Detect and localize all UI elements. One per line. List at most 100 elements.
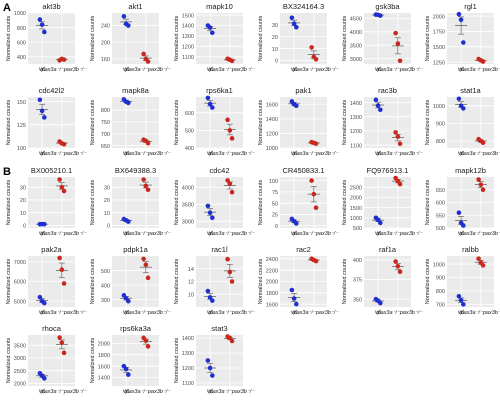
wt-point — [210, 105, 215, 110]
mutant-point — [397, 141, 403, 147]
y-tick-label: 25 — [272, 213, 278, 219]
x-tick-label-wt: wt — [206, 310, 213, 316]
x-tick-label-wt: wt — [122, 67, 129, 73]
wt-point — [42, 29, 47, 35]
y-tick-label: 500 — [185, 129, 194, 135]
wt-point — [39, 22, 45, 27]
mutant-point — [397, 269, 403, 274]
y-axis-label: Normalized counts — [90, 179, 96, 225]
x-tick-label-mutant: pax3a⁻/⁻pax3b⁻/⁻ — [293, 231, 340, 237]
wt-point — [294, 24, 299, 30]
wt-point — [458, 17, 464, 23]
x-tick-label-mutant: pax3a⁻/⁻pax3b⁻/⁻ — [41, 231, 88, 237]
y-tick-label: 200 — [101, 40, 110, 46]
y-tick-label: 650 — [436, 188, 445, 194]
x-tick-label-wt: wt — [38, 231, 45, 237]
mutant-point — [143, 183, 149, 189]
wt-point — [205, 358, 211, 363]
panel-title: mapk12b — [455, 166, 486, 175]
panel-title: BX324164.3 — [283, 2, 324, 11]
y-tick-label: 1200 — [350, 129, 362, 135]
panel-title: mapk10 — [206, 2, 233, 11]
mutant-point — [227, 269, 233, 275]
panel-letter-a: A — [3, 2, 11, 14]
y-tick-label: 2500 — [14, 369, 26, 375]
y-tick-label: 2000 — [14, 382, 26, 388]
y-tick-label: 2200 — [266, 268, 278, 274]
y-tick-label: 1400 — [182, 24, 194, 30]
y-tick-label: 2000 — [266, 280, 278, 286]
y-tick-label: 1600 — [266, 302, 278, 308]
plot-background — [196, 335, 243, 386]
mutant-point — [59, 184, 65, 190]
wt-point — [42, 300, 47, 306]
x-tick-label-mutant: pax3a⁻/⁻pax3b⁻/⁻ — [293, 67, 340, 73]
panel-title: pdpk1a — [123, 245, 148, 254]
wt-point — [207, 365, 213, 371]
y-tick-label: 14 — [188, 267, 194, 273]
y-tick-label: 800 — [436, 289, 445, 295]
y-tick-label: 10 — [188, 292, 194, 298]
y-tick-label: 20 — [272, 35, 278, 41]
panel-raf1a: raf1a 350 375 400 Normalized counts wtpax3a⁻/… — [342, 245, 423, 316]
y-tick-label: 7000 — [14, 260, 26, 266]
panel-title: FQ976913.1 — [367, 166, 409, 175]
plot-background — [28, 177, 75, 228]
wt-point — [375, 103, 381, 108]
panel-cr450833-1: CR450833.1 0 25 50 75 100 Normalized counts wtp… — [258, 166, 339, 237]
mutant-point — [141, 256, 146, 262]
mutant-point — [61, 188, 67, 194]
y-tick-label: 500 — [353, 226, 362, 232]
y-tick-label: 3500 — [350, 43, 362, 49]
wt-point — [289, 287, 295, 293]
panel-title: CR450833.1 — [282, 166, 324, 175]
plot-background — [196, 177, 243, 228]
panel-letter-b: B — [3, 166, 11, 178]
wt-point — [37, 17, 43, 22]
wt-point — [207, 25, 213, 30]
y-tick-label: 10 — [272, 47, 278, 53]
panel-title: mapk8a — [122, 86, 150, 95]
y-tick-label: 900 — [436, 276, 445, 282]
x-tick-label-wt: wt — [374, 67, 381, 73]
y-tick-label: 2000 — [350, 196, 362, 202]
wt-point — [126, 219, 131, 224]
wt-point — [126, 372, 131, 377]
y-tick-label: 400 — [17, 55, 26, 61]
mutant-point — [145, 275, 151, 281]
y-tick-label: 2500 — [350, 185, 362, 191]
x-tick-label-mutant: pax3a⁻/⁻pax3b⁻/⁻ — [41, 67, 88, 73]
x-tick-label-wt: wt — [122, 310, 129, 316]
y-axis-label: Normalized counts — [174, 15, 180, 61]
y-tick-label: 500 — [101, 269, 110, 275]
wt-point — [378, 220, 383, 226]
x-tick-label-wt: wt — [206, 231, 213, 237]
wt-point — [121, 14, 127, 19]
mutant-point — [145, 59, 151, 64]
y-tick-label: 600 — [17, 40, 26, 46]
mutant-point — [309, 178, 314, 183]
x-tick-label-wt: wt — [457, 310, 464, 316]
mutant-point — [395, 134, 401, 139]
wt-point — [37, 294, 43, 300]
mutant-point — [313, 205, 319, 210]
panel-title: stat3 — [211, 324, 227, 333]
y-tick-label: 1100 — [182, 55, 194, 61]
y-tick-label: 30 — [20, 185, 26, 191]
mutant-point — [480, 263, 486, 268]
mutant-point — [229, 338, 235, 344]
wt-point — [294, 103, 299, 109]
wt-point — [205, 288, 211, 294]
mutant-point — [227, 181, 233, 187]
y-tick-label: 1250 — [433, 60, 445, 66]
y-axis-label: Normalized counts — [174, 179, 180, 225]
mutant-point — [478, 182, 484, 187]
panel-title: pak1 — [295, 86, 311, 95]
x-tick-label-wt: wt — [374, 231, 381, 237]
y-tick-label: 1200 — [266, 132, 278, 138]
y-tick-label: 600 — [436, 201, 445, 207]
x-tick-label-wt: wt — [122, 231, 129, 237]
y-tick-label: 2000 — [433, 14, 445, 20]
y-tick-label: 1000 — [350, 216, 362, 222]
